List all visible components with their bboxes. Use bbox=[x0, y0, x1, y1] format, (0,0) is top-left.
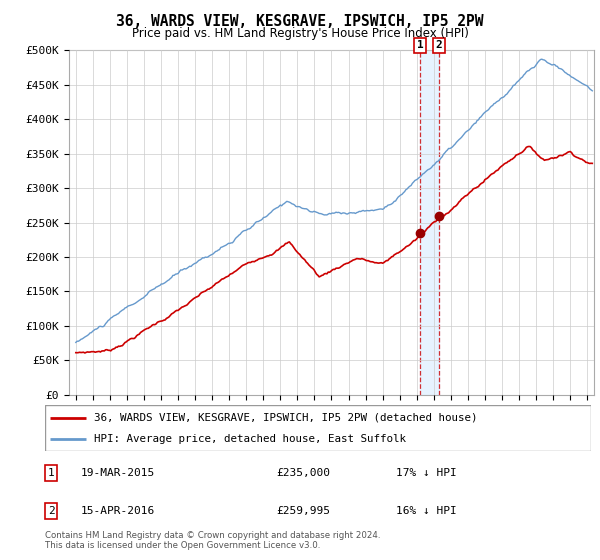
Text: 36, WARDS VIEW, KESGRAVE, IPSWICH, IP5 2PW (detached house): 36, WARDS VIEW, KESGRAVE, IPSWICH, IP5 2… bbox=[94, 413, 478, 423]
Text: 17% ↓ HPI: 17% ↓ HPI bbox=[396, 468, 457, 478]
Text: Price paid vs. HM Land Registry's House Price Index (HPI): Price paid vs. HM Land Registry's House … bbox=[131, 27, 469, 40]
Text: 19-MAR-2015: 19-MAR-2015 bbox=[81, 468, 155, 478]
Text: 16% ↓ HPI: 16% ↓ HPI bbox=[396, 506, 457, 516]
Text: 1: 1 bbox=[417, 40, 424, 50]
Text: Contains HM Land Registry data © Crown copyright and database right 2024.
This d: Contains HM Land Registry data © Crown c… bbox=[45, 530, 380, 550]
Text: 2: 2 bbox=[47, 506, 55, 516]
Text: 36, WARDS VIEW, KESGRAVE, IPSWICH, IP5 2PW: 36, WARDS VIEW, KESGRAVE, IPSWICH, IP5 2… bbox=[116, 14, 484, 29]
Text: £259,995: £259,995 bbox=[276, 506, 330, 516]
Text: 2: 2 bbox=[436, 40, 442, 50]
Text: HPI: Average price, detached house, East Suffolk: HPI: Average price, detached house, East… bbox=[94, 435, 406, 444]
Bar bbox=[421, 50, 439, 395]
Text: 15-APR-2016: 15-APR-2016 bbox=[81, 506, 155, 516]
Text: 1: 1 bbox=[47, 468, 55, 478]
Text: £235,000: £235,000 bbox=[276, 468, 330, 478]
